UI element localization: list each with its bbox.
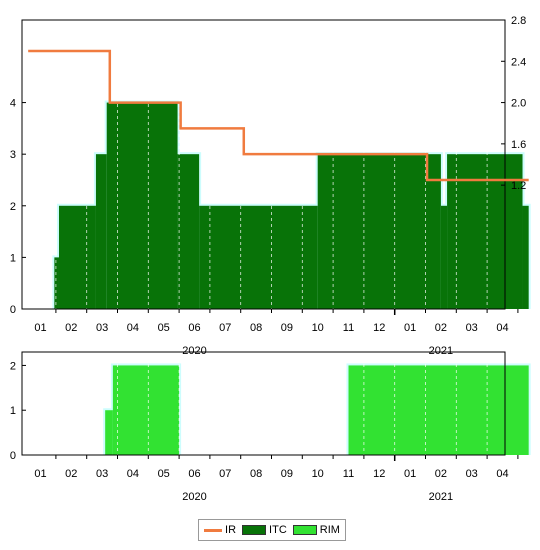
top-bar-itc-9 bbox=[522, 205, 529, 309]
top-xtick-label: 01 bbox=[34, 322, 46, 334]
bottom-xtick-label: 11 bbox=[343, 468, 354, 480]
legend-swatch-ir bbox=[204, 528, 223, 532]
top-ytick-label-left: 0 bbox=[10, 304, 16, 316]
top-ytick-label-left: 3 bbox=[10, 149, 16, 161]
legend-label-rim: RIM bbox=[319, 524, 340, 536]
bottom-xtick-label: 07 bbox=[219, 468, 231, 480]
top-xtick-label: 04 bbox=[496, 322, 508, 334]
top-ytick-label-right: 2.0 bbox=[511, 98, 526, 110]
bottom-xtick-label: 10 bbox=[312, 468, 324, 480]
bottom-ytick-label-left: 0 bbox=[10, 450, 16, 462]
top-xtick-label: 02 bbox=[65, 322, 77, 334]
legend-label-itc: ITC bbox=[269, 524, 287, 536]
bottom-xtick-label: 05 bbox=[158, 468, 170, 480]
top-ytick-label-left: 2 bbox=[10, 201, 16, 213]
legend-item-rim: RIM bbox=[292, 524, 340, 536]
top-xtick-label: 06 bbox=[188, 322, 200, 334]
top-xtick-label: 03 bbox=[466, 322, 478, 334]
top-xtick-label: 03 bbox=[96, 322, 108, 334]
top-xtick-label: 10 bbox=[312, 322, 324, 334]
bottom-bar-rim-0 bbox=[105, 410, 113, 455]
bottom-xtick-label: 03 bbox=[96, 468, 108, 480]
top-year-label: 2021 bbox=[429, 345, 453, 357]
bottom-xtick-label: 06 bbox=[188, 468, 200, 480]
top-xtick-label: 11 bbox=[343, 322, 354, 334]
top-bar-itc-5 bbox=[199, 205, 318, 309]
legend-label-ir: IR bbox=[225, 524, 237, 536]
top-xtick-label: 08 bbox=[250, 322, 262, 334]
top-bar-itc-0 bbox=[54, 257, 59, 309]
top-xtick-label: 09 bbox=[281, 322, 293, 334]
top-series-itc bbox=[52, 100, 531, 309]
top-xtick-label: 01 bbox=[404, 322, 416, 334]
bottom-xtick-label: 02 bbox=[65, 468, 77, 480]
top-xtick-label: 05 bbox=[158, 322, 170, 334]
bottom-series-rim bbox=[103, 363, 531, 455]
top-xtick-label: 04 bbox=[127, 322, 139, 334]
top-plot-frame bbox=[21, 19, 506, 310]
legend-swatch-rim bbox=[292, 525, 317, 535]
legend-item-ir: IR bbox=[204, 524, 236, 536]
top-ytick-label-right: 2.4 bbox=[511, 56, 526, 68]
top-bar-itc-1 bbox=[58, 205, 96, 309]
top-year-label: 2020 bbox=[182, 345, 206, 357]
bottom-xtick-label: 03 bbox=[466, 468, 478, 480]
bottom-bar-rim-2 bbox=[348, 365, 529, 455]
bottom-year-label: 2021 bbox=[429, 491, 453, 503]
legend-item-itc: ITC bbox=[242, 524, 287, 536]
top-bar-itc-2 bbox=[95, 154, 107, 309]
bottom-xtick-label: 09 bbox=[281, 468, 293, 480]
bottom-bar-rim-1 bbox=[112, 365, 180, 455]
top-ytick-label-right: 2.8 bbox=[511, 15, 526, 27]
bottom-ytick-label-left: 2 bbox=[10, 360, 16, 372]
top-xtick-label: 07 bbox=[219, 322, 231, 334]
bottom-xtick-label: 01 bbox=[34, 468, 46, 480]
top-ytick-label-left: 1 bbox=[10, 252, 16, 264]
top-bar-itc-7 bbox=[440, 205, 448, 309]
bottom-xtick-label: 01 bbox=[404, 468, 416, 480]
bottom-xtick-label: 08 bbox=[250, 468, 262, 480]
top-bar-itc-8 bbox=[447, 154, 523, 309]
top-ytick-label-right: 1.6 bbox=[511, 139, 526, 151]
bottom-xtick-label: 04 bbox=[127, 468, 139, 480]
bottom-ytick-label-left: 1 bbox=[10, 405, 16, 417]
bottom-plot-frame bbox=[21, 351, 506, 456]
bottom-xtick-label: 12 bbox=[373, 468, 385, 480]
top-bar-itc-4 bbox=[177, 154, 200, 309]
bottom-xtick-label: 04 bbox=[496, 468, 508, 480]
top-xtick-label: 02 bbox=[435, 322, 447, 334]
bottom-year-label: 2020 bbox=[182, 491, 206, 503]
top-xtick-label: 12 bbox=[373, 322, 385, 334]
bottom-xtick-label: 02 bbox=[435, 468, 447, 480]
chart-legend: IR ITC RIM bbox=[198, 519, 346, 541]
top-bar-itc-3 bbox=[106, 102, 178, 309]
top-ytick-label-left: 4 bbox=[10, 98, 16, 110]
top-ytick-label-right: 1.2 bbox=[511, 180, 526, 192]
top-bar-itc-6 bbox=[317, 154, 441, 309]
legend-swatch-itc bbox=[242, 525, 267, 535]
ir-step-line bbox=[28, 49, 529, 182]
